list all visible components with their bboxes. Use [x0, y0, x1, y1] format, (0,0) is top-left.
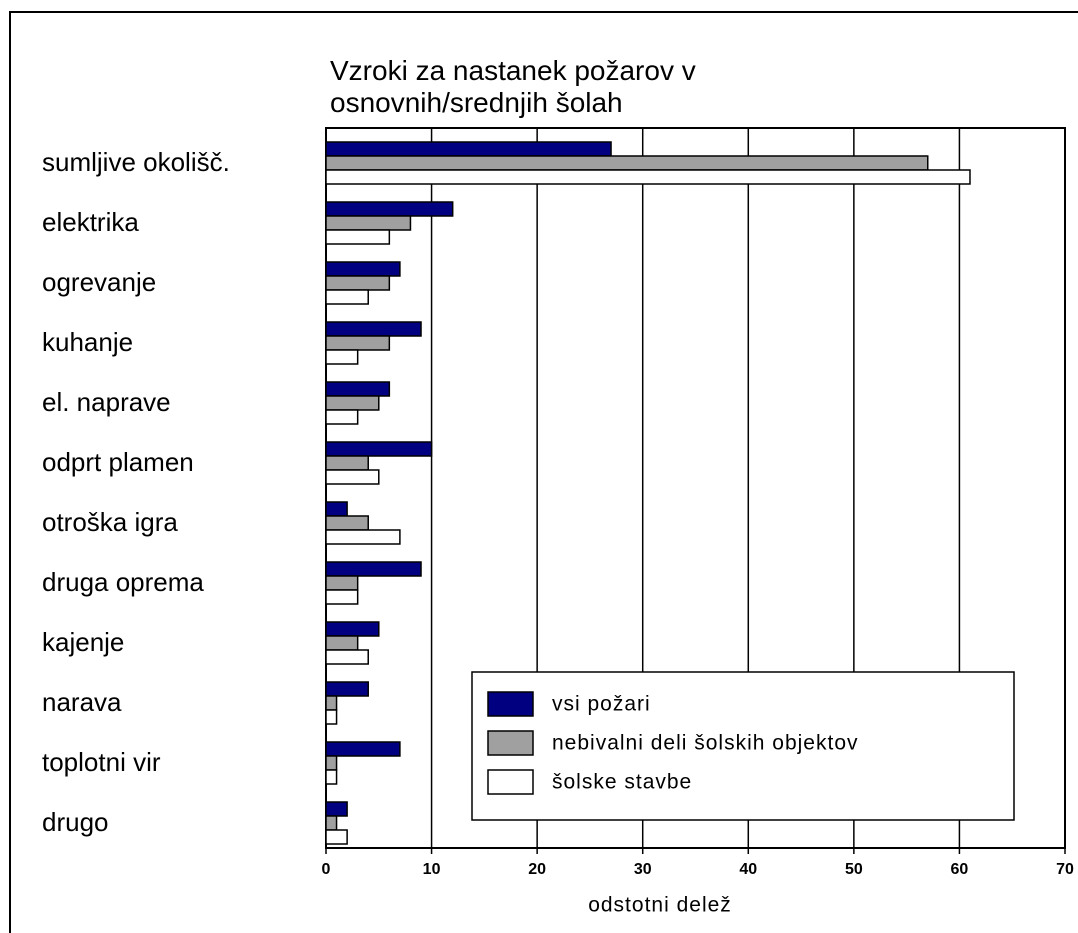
bar: [325, 395, 380, 411]
bar: [325, 349, 359, 365]
bar: [325, 289, 369, 305]
legend-swatch: [487, 730, 534, 756]
bar: [325, 649, 369, 665]
bar: [325, 201, 454, 217]
bar: [325, 741, 401, 757]
bar: [325, 755, 338, 771]
bar: [325, 561, 422, 577]
bar: [325, 409, 359, 425]
bar: [325, 455, 369, 471]
bar: [325, 709, 338, 725]
legend-box: [471, 671, 1015, 821]
x-tick-label: 70: [1056, 861, 1074, 878]
y-tick-label: toplotni vir: [42, 747, 161, 777]
y-tick-label: elektrika: [42, 207, 139, 237]
bar: [325, 635, 359, 651]
y-tick-label: druga oprema: [42, 567, 204, 597]
outer-frame: [9, 11, 1078, 933]
bar: [325, 529, 401, 545]
y-tick-label: el. naprave: [42, 387, 171, 417]
x-axis-label: odstotni delež: [588, 894, 732, 917]
bar: [325, 681, 369, 697]
bar: [325, 321, 422, 337]
legend-label: nebivalni deli šolskih objektov: [552, 732, 859, 755]
y-tick-label: otroška igra: [42, 507, 178, 537]
bar: [325, 575, 359, 591]
y-tick-label: kajenje: [42, 627, 124, 657]
x-tick-label: 30: [634, 861, 652, 878]
bar: [325, 441, 433, 457]
y-tick-label: kuhanje: [42, 327, 133, 357]
x-tick-label: 60: [951, 861, 969, 878]
bar: [325, 381, 391, 397]
legend-swatch: [487, 691, 534, 717]
y-tick-label: narava: [42, 687, 122, 717]
bar: [325, 275, 391, 291]
legend-label: šolske stavbe: [552, 771, 692, 794]
bar: [325, 469, 380, 485]
bar: [325, 215, 412, 231]
y-tick-label: odprt plamen: [42, 447, 194, 477]
y-tick-label: drugo: [42, 807, 109, 837]
bar: [325, 621, 380, 637]
legend-label: vsi požari: [552, 693, 651, 716]
chart-title: Vzroki za nastanek požarov v osnovnih/sr…: [330, 55, 696, 118]
x-tick-label: 0: [322, 861, 331, 878]
bar: [325, 229, 391, 245]
bar: [325, 815, 338, 831]
bar: [325, 695, 338, 711]
x-tick-label: 50: [845, 861, 863, 878]
bar: [325, 169, 971, 185]
bar: [325, 515, 369, 531]
y-tick-label: sumljive okolišč.: [42, 147, 230, 177]
y-tick-label: ogrevanje: [42, 267, 156, 297]
x-tick-label: 20: [528, 861, 546, 878]
bar: [325, 155, 929, 171]
bar: [325, 141, 612, 157]
bar: [325, 335, 391, 351]
bar: [325, 261, 401, 277]
bar: [325, 501, 348, 517]
bar: [325, 829, 348, 845]
x-tick-label: 40: [739, 861, 757, 878]
legend-swatch: [487, 769, 534, 795]
bar: [325, 769, 338, 785]
bar: [325, 801, 348, 817]
x-tick-label: 10: [423, 861, 441, 878]
bar: [325, 589, 359, 605]
